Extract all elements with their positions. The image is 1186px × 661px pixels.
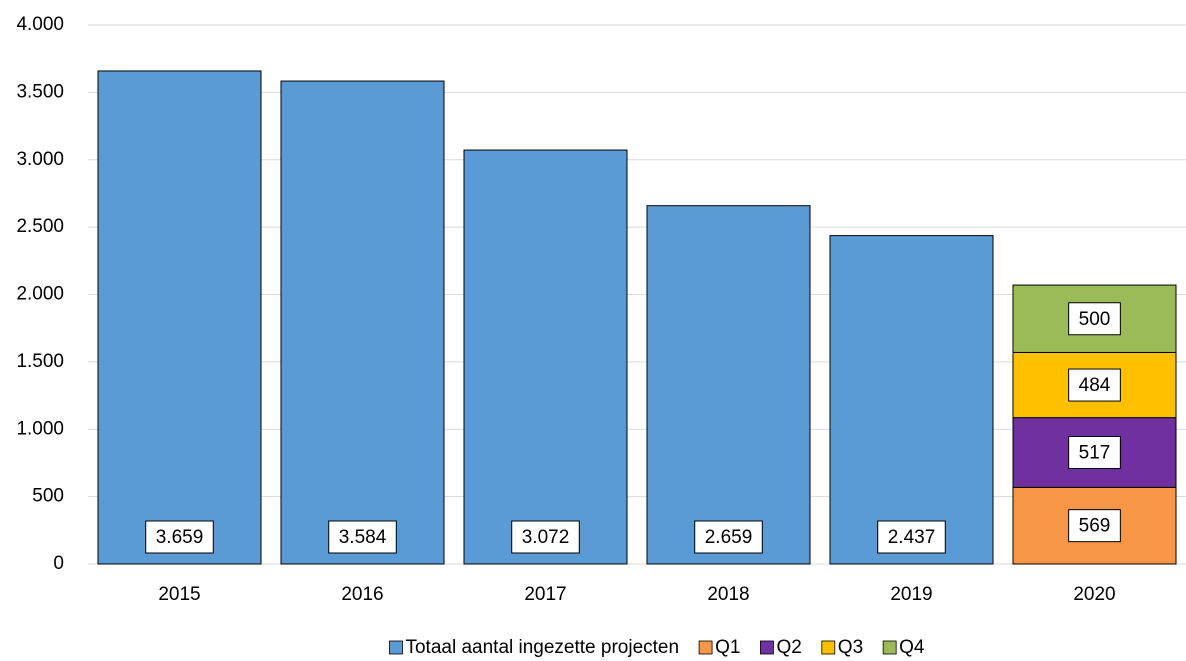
data-label: 517: [1068, 435, 1121, 469]
data-label: 3.584: [328, 520, 397, 554]
y-tick-label: 2.000: [16, 284, 64, 305]
legend: Totaal aantal ingezette projecten Q1 Q2 Q3 Q…: [389, 637, 925, 658]
x-tick-label: 2018: [707, 584, 749, 605]
data-label: 2.659: [694, 520, 763, 554]
x-tick-label: 2016: [341, 584, 383, 605]
data-label: 3.659: [145, 520, 214, 554]
y-tick-label: 500: [32, 486, 64, 507]
data-label-text: 517: [1079, 443, 1111, 464]
legend-label: Q2: [776, 637, 801, 658]
y-tick-label: 3.000: [16, 149, 64, 170]
data-label-box: [1068, 435, 1121, 469]
bar: [97, 70, 262, 565]
legend-label: Totaal aantal ingezette projecten: [405, 637, 679, 658]
x-tick-label: 2019: [890, 584, 932, 605]
bar: [280, 80, 445, 565]
data-label: 3.072: [511, 520, 580, 554]
data-label-text: 569: [1079, 516, 1111, 537]
y-tick-label: 0: [53, 553, 64, 574]
bar: [463, 149, 628, 565]
legend-swatch: [882, 640, 897, 655]
x-tick-label: 2015: [158, 584, 200, 605]
data-label-box: [145, 520, 214, 554]
data-label: 569: [1068, 509, 1121, 543]
y-tick-label: 2.500: [16, 216, 64, 237]
data-label-text: 2.659: [705, 527, 753, 548]
bar: [829, 235, 994, 565]
data-label-text: 484: [1079, 375, 1111, 396]
data-label-box: [877, 520, 946, 554]
legend-swatch: [760, 640, 774, 655]
data-label: 484: [1068, 368, 1121, 402]
data-label-box: [694, 520, 763, 554]
data-label-box: [1068, 302, 1121, 336]
legend-label: Q1: [715, 637, 740, 658]
legend-label: Q3: [838, 637, 863, 658]
legend-swatch: [698, 640, 713, 655]
data-label-text: 500: [1079, 309, 1111, 330]
x-tick-label: 2017: [524, 584, 566, 605]
data-label-text: 2.437: [888, 527, 936, 548]
data-label-text: 3.659: [156, 527, 204, 548]
x-tick-label: 2020: [1073, 584, 1115, 605]
data-label: 500: [1068, 302, 1121, 336]
y-tick-label: 3.500: [16, 81, 64, 102]
data-label-text: 3.584: [339, 527, 387, 548]
data-label-box: [1068, 368, 1121, 402]
legend-label: Q4: [899, 637, 925, 658]
y-tick-label: 4.000: [16, 14, 64, 35]
data-label-box: [1068, 509, 1121, 543]
y-tick-label: 1.000: [16, 418, 64, 439]
bar: [646, 205, 811, 565]
data-label: 2.437: [877, 520, 946, 554]
legend-swatch: [821, 640, 836, 655]
data-label-text: 3.072: [522, 527, 570, 548]
legend-swatch: [389, 640, 403, 655]
y-tick-label: 1.500: [16, 351, 64, 372]
data-label-box: [511, 520, 580, 554]
data-label-box: [328, 520, 397, 554]
